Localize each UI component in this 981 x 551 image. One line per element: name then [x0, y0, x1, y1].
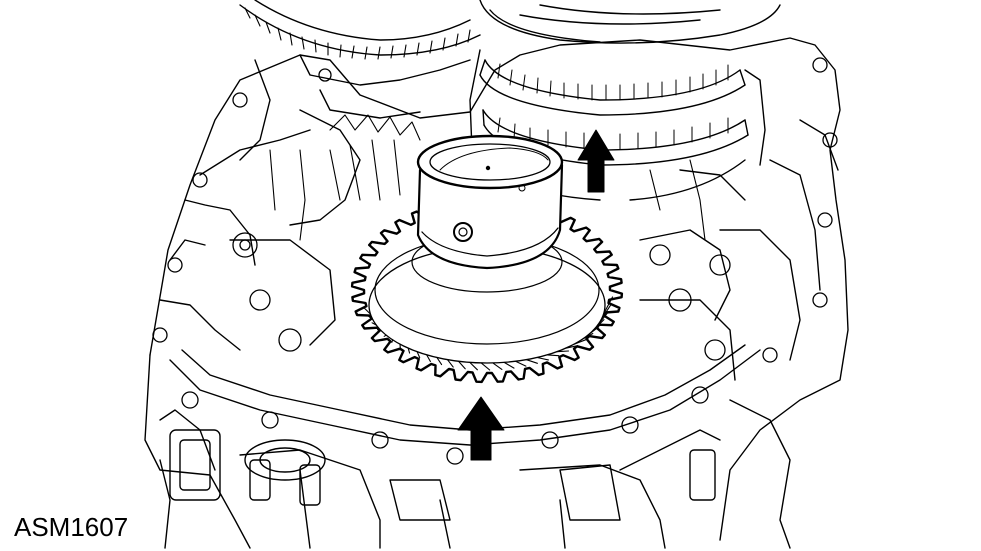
figure-code-label: ASM1607: [14, 512, 129, 542]
gear-tooth-line: [426, 354, 431, 363]
lower-housing-details: [169, 429, 716, 521]
upper-right-arrow: [577, 129, 615, 193]
gear-tooth-line: [580, 332, 594, 341]
rear-gear-teeth: [269, 114, 706, 241]
gear-tooth-line: [556, 350, 570, 353]
gear-tooth-line: [480, 362, 491, 371]
gear-tooth-line: [597, 311, 609, 326]
gear-tooth-line: [383, 334, 387, 337]
gear-tooth-line: [600, 304, 612, 321]
gear-tooth-line: [592, 319, 605, 331]
gear-hub: [416, 134, 564, 270]
gear-tooth-line: [446, 359, 454, 368]
gear-tooth-line: [457, 360, 466, 370]
upper-left-gear: [239, 0, 481, 119]
gear-tooth-line: [536, 356, 549, 361]
gear-tooth-line: [371, 322, 377, 326]
lower-center-arrow: [457, 396, 505, 461]
gear-tooth-line: [602, 296, 614, 315]
transmission-housing: [144, 37, 849, 549]
gear-tooth-line: [525, 359, 538, 364]
housing-bolt-holes: [152, 57, 838, 465]
gear-tooth-line: [503, 361, 515, 369]
gear-tooth-line: [573, 339, 587, 345]
gear-tooth-line: [367, 314, 374, 321]
gear-tooth-line: [514, 360, 527, 367]
gear-tooth-line: [546, 354, 560, 357]
gear-tooth-line: [416, 351, 421, 359]
gear-tooth-line: [436, 356, 443, 366]
gear-tooth-line: [469, 361, 478, 371]
gear-tooth-line: [587, 326, 600, 336]
gear-tooth-line: [377, 329, 382, 331]
gear-tooth-line: [492, 362, 503, 370]
gear-tooth-line: [565, 345, 579, 349]
gear-tooth-line: [391, 339, 394, 343]
gear-tooth-line: [407, 347, 411, 354]
gear-tooth-line: [363, 307, 372, 315]
